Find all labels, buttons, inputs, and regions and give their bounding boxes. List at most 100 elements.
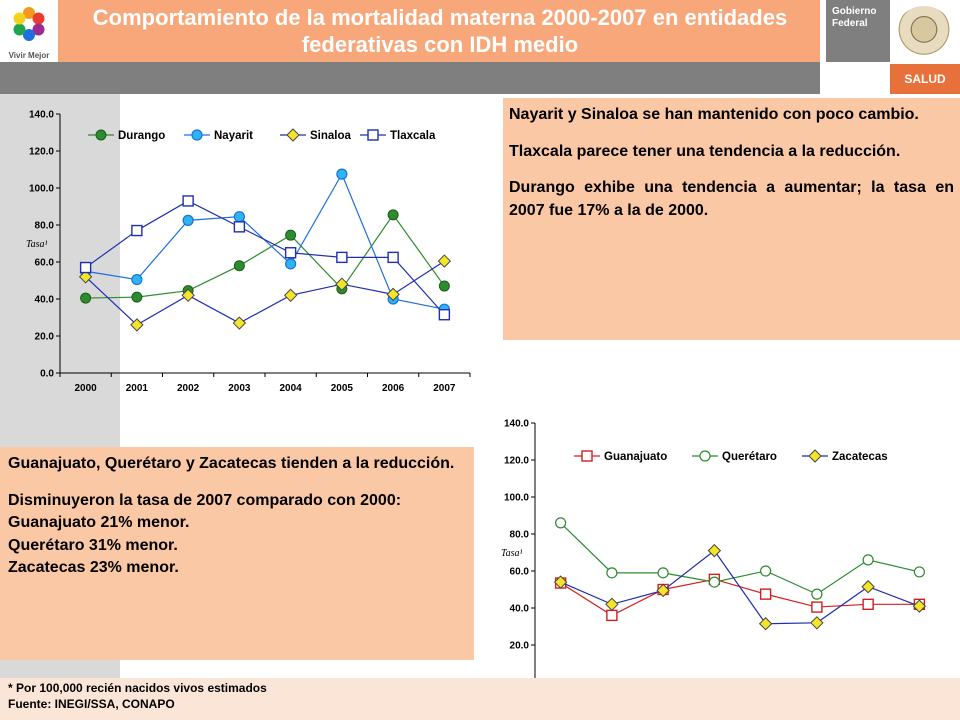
chart2-zacatecas-point <box>810 616 824 630</box>
chart1-tlaxcala-point <box>182 195 194 207</box>
chart1-legend-sinaloa-label: Sinaloa <box>310 130 352 142</box>
chart2-queretaro-point <box>913 566 925 578</box>
chart2-guanajuato-point <box>606 609 618 622</box>
chart1-sinaloa-point <box>386 287 400 302</box>
chart1-legend-durango-marker <box>95 129 107 141</box>
chart2-zacatecas-line <box>560 549 920 625</box>
chart1-sinaloa-point <box>437 254 452 268</box>
chart1-tlaxcala-point <box>79 261 92 274</box>
chart1-y-tick-label: 140.0 <box>29 110 54 121</box>
chart2-queretaro-line <box>560 522 920 595</box>
chart1-y-tick-label: 80.0 <box>35 221 55 232</box>
chart2-y-tick-label: 100.0 <box>504 493 529 504</box>
chart2-queretaro-point <box>606 567 618 579</box>
page-title: Comportamiento de la mortalidad materna … <box>92 5 788 57</box>
chart1-y-tick-label: 120.0 <box>29 147 54 158</box>
note-decrease-intro: Disminuyeron la tasa de 2007 comparado c… <box>8 491 402 509</box>
chart1-x-tick-label: 2005 <box>331 383 354 394</box>
chart2-queretaro-point <box>760 565 772 577</box>
national-seal-icon <box>896 6 952 58</box>
chart1-y-tick-label: 60.0 <box>35 258 55 269</box>
chart1-nayarit-point <box>131 273 143 286</box>
text-box-top-right: Nayarit y Sinaloa se han mantenido con p… <box>503 98 960 340</box>
chart1-sinaloa-point <box>181 288 195 303</box>
chart2-queretaro-point <box>555 517 567 529</box>
footnote-line1: * Por 100,000 recién nacidos vivos estim… <box>8 681 267 695</box>
chart1-durango-point <box>131 291 143 303</box>
chart1-x-tick-label: 2004 <box>280 383 303 394</box>
chart1-nayarit-point <box>336 168 348 180</box>
chart2-zacatecas-point <box>605 597 619 612</box>
chart2-queretaro-point <box>862 554 874 566</box>
chart1-legend-tlaxcala-marker <box>367 129 379 141</box>
chart1-legend-nayarit-label: Nayarit <box>214 130 253 142</box>
note-zacatecas: Zacatecas 23% menor. <box>8 559 179 576</box>
chart2-zacatecas-point <box>707 543 722 558</box>
note-queretaro: Querétaro 31% menor. <box>8 536 178 554</box>
chart1-nayarit-point <box>285 258 297 270</box>
chart1-legend-nayarit-marker <box>191 129 203 141</box>
chart1-nayarit-line <box>85 172 445 310</box>
gob-line1: Gobierno <box>832 6 877 17</box>
chart2-y-tick-label: 120.0 <box>504 456 529 467</box>
logo-text: Vivir Mejor <box>9 51 50 60</box>
chart2-y-tick-label: 20.0 <box>510 641 530 652</box>
chart1-durango-point <box>233 260 245 272</box>
chart2-y-tick-label: 40.0 <box>510 604 530 615</box>
chart2-queretaro-point <box>811 588 823 600</box>
chart2-legend-zacatecas-label: Zacatecas <box>832 451 888 463</box>
chart1-x-tick-label: 2003 <box>228 383 251 394</box>
chart1-tlaxcala-line <box>85 200 445 316</box>
chart1-sinaloa-point <box>78 270 93 284</box>
chart1-legend-tlaxcala-label: Tlaxcala <box>390 130 436 142</box>
chart1-x-tick-label: 2006 <box>382 383 405 394</box>
note-guanajuato: Guanajuato 21% menor. <box>8 514 190 531</box>
chart2-zacatecas-point <box>553 575 568 589</box>
chart2-legend-queretaro-marker <box>699 450 711 462</box>
chart1-y-tick-label: 0.0 <box>40 369 54 380</box>
note-nayarit-sinaloa: Nayarit y Sinaloa se han mantenido con p… <box>509 106 919 123</box>
text-box-bottom-left: Guanajuato, Querétaro y Zacatecas tiende… <box>0 447 474 660</box>
note-tlaxcala: Tlaxcala parece tener una tendencia a la… <box>509 142 901 160</box>
chart1-y-axis-label: Tasa¹ <box>26 239 48 250</box>
chart1-legend-sinaloa-marker <box>286 128 300 142</box>
chart1-tlaxcala-point <box>131 224 143 237</box>
chart2-zacatecas-point <box>758 617 773 631</box>
header-band <box>58 0 820 62</box>
chart1-durango-point <box>80 292 92 304</box>
chart1-sinaloa-point <box>335 277 349 291</box>
note-reduction: Guanajuato, Querétaro y Zacatecas tiende… <box>8 455 455 472</box>
chart2-guanajuato-point <box>811 601 823 613</box>
salud-label: SALUD <box>890 64 960 94</box>
gob-line2: Federal <box>832 18 868 29</box>
chart2-legend-zacatecas-marker <box>808 449 822 463</box>
chart1-tlaxcala-point <box>438 309 451 321</box>
chart1-y-tick-label: 100.0 <box>29 184 54 195</box>
chart1-y-tick-label: 20.0 <box>35 332 55 343</box>
chart1-x-tick-label: 2002 <box>177 383 200 394</box>
gobierno-federal-label: Gobierno Federal <box>826 0 890 62</box>
chart2-zacatecas-point <box>912 599 927 613</box>
chart1-sinaloa-point <box>232 316 247 330</box>
chart1-nayarit-point <box>182 214 194 226</box>
chart1-tlaxcala-point <box>336 251 348 264</box>
chart1-x-tick-label: 2007 <box>433 383 456 394</box>
header-grey-band <box>0 62 820 94</box>
footnote-line2: Fuente: INEGI/SSA, CONAPO <box>8 697 175 711</box>
chart1-legend-durango-label: Durango <box>118 130 165 142</box>
vivir-mejor-logo: Vivir Mejor <box>0 0 58 62</box>
chart2-y-tick-label: 140.0 <box>504 419 529 430</box>
chart1-x-tick-label: 2001 <box>126 383 149 394</box>
chart-idh-medio-2: 0.020.040.060.080.0100.0120.0140.0Tasa¹2… <box>501 419 946 703</box>
chart1-tlaxcala-point <box>233 221 246 233</box>
chart1-durango-line <box>85 213 445 299</box>
chart2-guanajuato-point <box>862 598 874 611</box>
chart-idh-medio-1: 0.0 20.0 40.0 60.0 80.0 100.0 120.0 140.0 Tasa¹ 2… <box>26 110 471 394</box>
footnote-band <box>0 678 960 720</box>
chart1-tlaxcala-point <box>387 251 399 264</box>
chart2-y-tick-label: 80.0 <box>510 530 530 541</box>
chart2-legend-guanajuato-label: Guanajuato <box>604 451 667 463</box>
chart2-queretaro-point <box>657 567 669 579</box>
chart1-sinaloa-point <box>283 288 298 303</box>
chart1-x-tick-label: 2000 <box>75 383 98 394</box>
